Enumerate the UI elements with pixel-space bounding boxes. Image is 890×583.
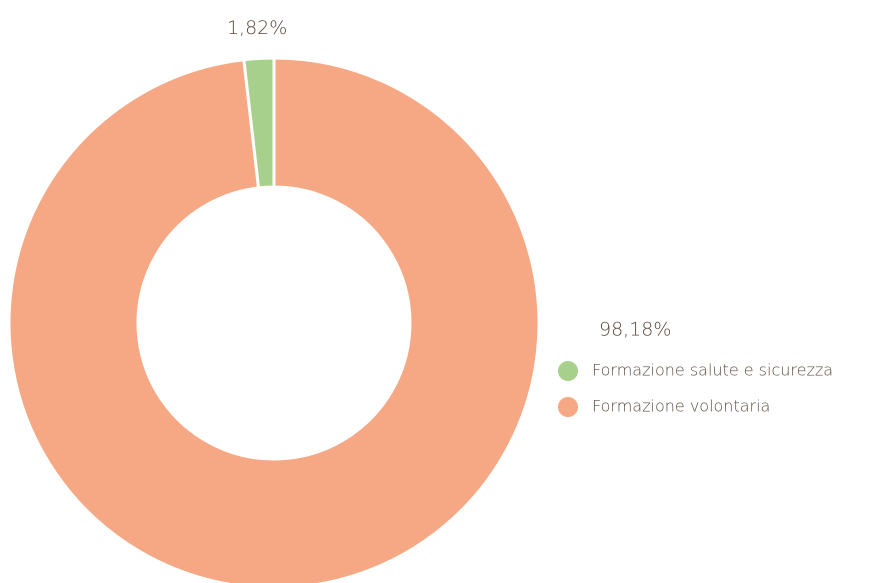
legend-label: Formazione volontaria	[592, 397, 770, 416]
donut-slice	[7, 56, 541, 583]
legend-marker	[558, 361, 578, 381]
legend-label: Formazione salute e sicurezza	[592, 361, 833, 380]
value-label: 1,82%	[227, 17, 287, 39]
value-label: 98,18%	[599, 319, 671, 341]
legend-marker	[558, 397, 578, 417]
